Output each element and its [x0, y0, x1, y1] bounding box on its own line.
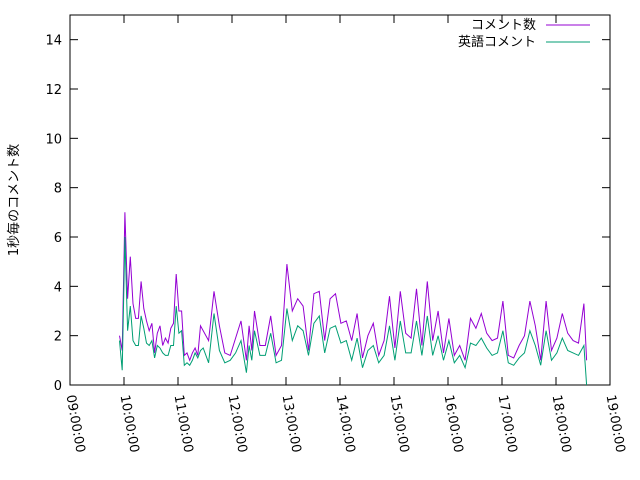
series-layer: [119, 212, 588, 386]
y-axis-title: 1秒毎のコメント数: [6, 144, 22, 256]
series-line-comments: [119, 212, 588, 362]
x-tick-label: 14:00:00: [333, 394, 358, 454]
series-line-english-comments: [119, 236, 588, 386]
x-tick-label: 17:00:00: [495, 394, 520, 454]
x-tick-label: 15:00:00: [387, 394, 412, 454]
x-axis: 09:00:00 10:00:00 11:00:00 12:00:00 13:00:00…: [63, 15, 628, 454]
y-axis: 0 2 4 6 8 10 12 14: [45, 34, 610, 394]
x-tick-label: 18:00:00: [549, 394, 574, 454]
y-tick-label: 10: [45, 132, 62, 147]
x-tick-label: 12:00:00: [225, 394, 250, 454]
y-tick-label: 12: [45, 83, 62, 98]
x-tick-label: 10:00:00: [117, 394, 142, 454]
x-tick-label: 11:00:00: [171, 394, 196, 454]
x-tick-label: 13:00:00: [279, 394, 304, 454]
legend: コメント数 英語コメント: [458, 18, 590, 50]
y-tick-label: 2: [54, 330, 62, 345]
y-tick-label: 0: [54, 379, 62, 394]
y-tick-label: 14: [45, 34, 62, 49]
y-tick-label: 6: [54, 231, 62, 246]
plot-frame: [69, 14, 611, 386]
y-tick-label: 4: [54, 280, 62, 295]
legend-label-english-comments: 英語コメント: [458, 34, 536, 50]
y-tick-label: 8: [54, 182, 62, 197]
x-tick-label: 19:00:00: [603, 394, 628, 454]
x-tick-label: 09:00:00: [63, 394, 88, 454]
x-tick-label: 16:00:00: [441, 394, 466, 454]
legend-label-comments: コメント数: [471, 18, 536, 33]
